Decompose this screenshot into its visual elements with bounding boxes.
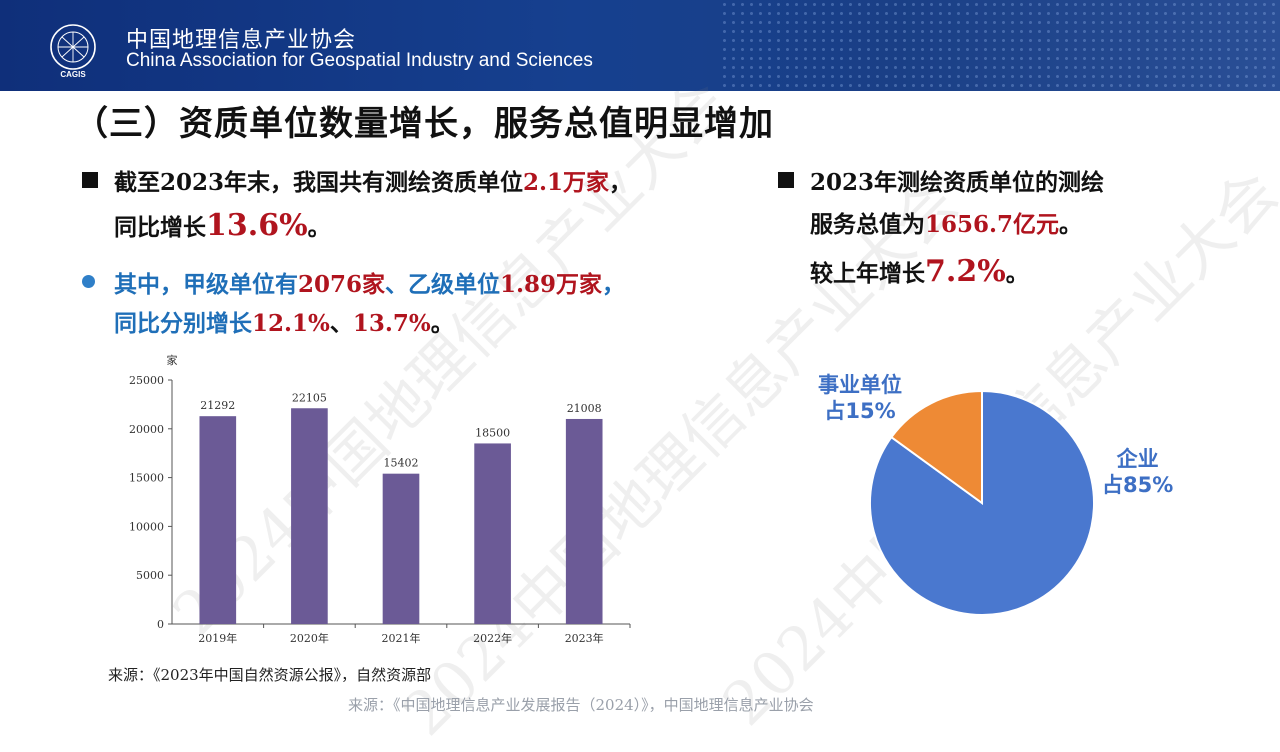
y-tick-label: 25000: [129, 374, 164, 387]
pie-label-enterprise-pct: 占85%: [1102, 473, 1174, 497]
header-dot-pattern: [720, 0, 1280, 91]
y-tick-label: 15000: [129, 472, 164, 485]
bar: [565, 418, 603, 624]
y-tick-label: 10000: [129, 520, 164, 533]
x-tick-label: 2023年: [565, 631, 604, 645]
header-banner: CAGIS 中国地理信息产业协会 China Association for G…: [0, 0, 1280, 91]
logo-text: CAGIS: [60, 70, 86, 79]
left-bullet-line2: 同比增长13.6%。: [114, 208, 331, 243]
pie-label-institution: 事业单位 占15%: [818, 372, 902, 424]
square-bullet-icon: [778, 172, 794, 188]
bar-y-axis-label: 家: [167, 353, 178, 367]
org-name-en: China Association for Geospatial Industr…: [126, 50, 593, 71]
pie-label-institution-pct: 占15%: [824, 399, 896, 423]
bar-data-label: 21292: [200, 399, 235, 412]
bar-data-label: 22105: [292, 391, 327, 404]
org-name-cn: 中国地理信息产业协会: [126, 28, 357, 53]
bar: [474, 443, 511, 624]
chart-source-note: 来源：《2023年中国自然资源公报》，自然资源部: [108, 666, 432, 684]
right-bullet-line3: 较上年增长7.2%。: [810, 254, 1029, 289]
right-bullet-line1: 2023年测绘资质单位的测绘: [810, 169, 1105, 196]
left-bullet-line1: 截至2023年末，我国共有测绘资质单位2.1万家，: [114, 169, 633, 196]
bar-data-label: 15402: [384, 457, 419, 470]
bar-data-label: 18500: [475, 426, 510, 439]
y-tick-label: 0: [157, 618, 164, 631]
bar-chart: 家 0 5000 10000 15000 20000 25000 21292 2019年 221…: [129, 353, 631, 645]
y-tick-label: 5000: [136, 569, 164, 582]
pie-label-enterprise-name: 企业: [1116, 447, 1159, 471]
pie-slice: [889, 389, 983, 505]
x-tick-label: 2019年: [198, 631, 237, 645]
left-sub-line1: 其中，甲级单位有2076家、乙级单位1.89万家，: [114, 271, 626, 298]
bar: [291, 408, 328, 624]
pie-chart: [869, 389, 1095, 616]
square-bullet-icon: [82, 172, 98, 188]
pie-label-institution-name: 事业单位: [818, 373, 902, 397]
circle-bullet-icon: [82, 275, 95, 288]
x-tick-label: 2021年: [382, 631, 421, 645]
cagis-logo-icon: CAGIS: [50, 24, 96, 79]
left-sub-line2: 同比分别增长12.1%、13.7%。: [114, 310, 454, 337]
pie-label-enterprise: 企业 占85%: [1102, 446, 1173, 498]
bar-data-label: 21008: [567, 402, 602, 415]
y-tick-label: 20000: [129, 423, 164, 436]
page-source-note: 来源：《中国地理信息产业发展报告（2024）》，中国地理信息产业协会: [348, 696, 814, 714]
right-bullet-line2: 服务总值为1656.7亿元。: [810, 211, 1083, 238]
bar: [382, 473, 420, 624]
x-tick-label: 2020年: [290, 631, 329, 645]
slide-title: （三）资质单位数量增长，服务总值明显增加: [74, 104, 774, 144]
x-tick-label: 2022年: [473, 631, 512, 645]
bar: [199, 416, 237, 624]
